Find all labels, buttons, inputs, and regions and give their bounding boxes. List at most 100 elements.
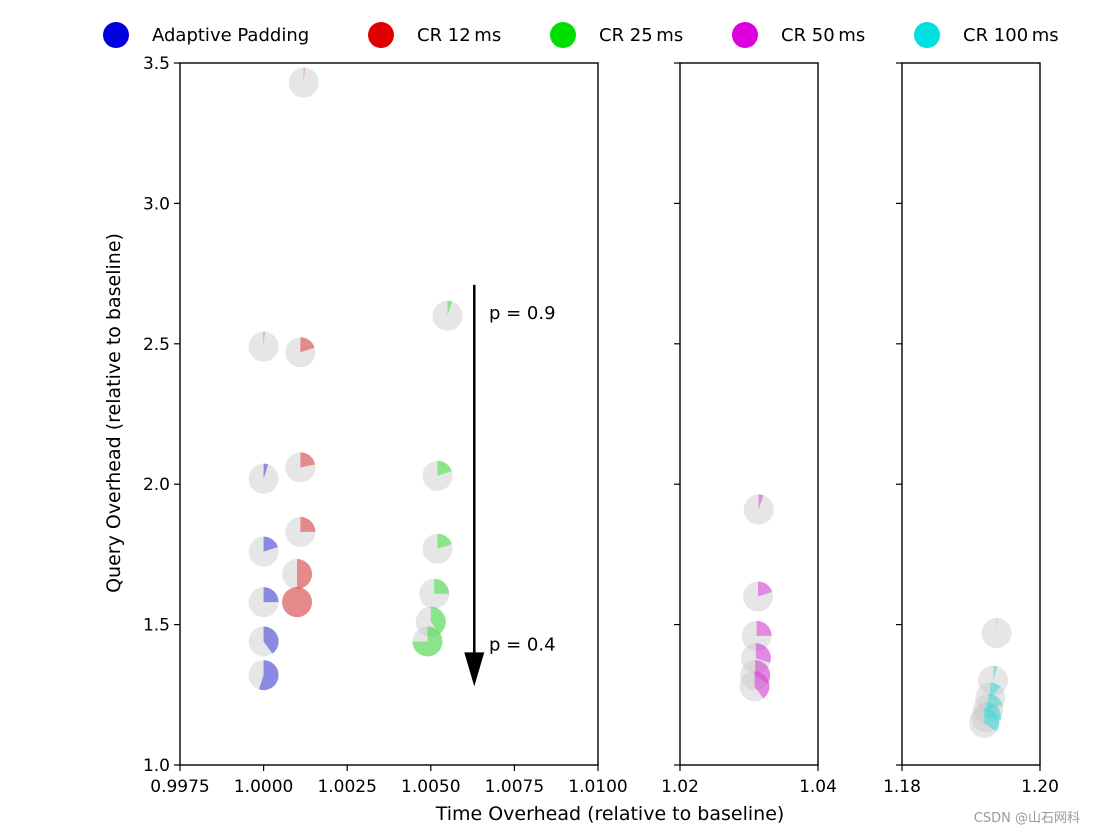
point-background bbox=[285, 452, 316, 483]
point-wedge bbox=[757, 581, 773, 597]
x-tick-label: 1.0025 bbox=[317, 777, 376, 797]
point-background bbox=[288, 67, 319, 98]
y-tick-label: 3.0 bbox=[143, 194, 170, 214]
data-point bbox=[422, 533, 453, 564]
x-tick-label: 1.20 bbox=[1021, 777, 1059, 797]
point-background bbox=[285, 516, 316, 547]
point-wedge bbox=[430, 606, 446, 634]
point-background bbox=[412, 626, 443, 657]
point-wedge bbox=[303, 67, 305, 83]
data-point bbox=[248, 463, 279, 494]
point-background bbox=[981, 618, 1012, 649]
x-tick-label: 1.0000 bbox=[234, 777, 293, 797]
x-tick-label: 0.9975 bbox=[150, 777, 209, 797]
data-point bbox=[285, 452, 316, 483]
point-wedge bbox=[756, 620, 772, 636]
x-tick-label: 1.0050 bbox=[401, 777, 460, 797]
data-point bbox=[248, 536, 279, 567]
y-tick-label: 2.5 bbox=[143, 335, 170, 355]
panel-3: 1.18 1.20 bbox=[883, 62, 1059, 797]
data-point bbox=[971, 702, 1002, 733]
legend-marker bbox=[732, 22, 758, 48]
point-wedge bbox=[434, 578, 450, 594]
data-point bbox=[978, 665, 1009, 696]
point-background bbox=[969, 707, 1000, 738]
point-background bbox=[248, 626, 279, 657]
point-background bbox=[248, 536, 279, 567]
legend-label: Adaptive Padding bbox=[152, 25, 309, 46]
point-wedge bbox=[986, 702, 1002, 721]
point-wedge bbox=[258, 660, 279, 691]
point-wedge bbox=[993, 665, 998, 681]
point-wedge bbox=[996, 618, 998, 634]
legend-marker bbox=[914, 22, 940, 48]
point-background bbox=[282, 587, 313, 618]
point-background bbox=[422, 460, 453, 491]
axes-frame bbox=[679, 62, 819, 766]
y-tick-label: 3.5 bbox=[143, 54, 170, 74]
point-wedge bbox=[412, 626, 443, 657]
annotation: p = 0.9 bbox=[489, 303, 556, 324]
point-wedge bbox=[437, 533, 452, 549]
point-wedge bbox=[297, 559, 313, 590]
point-wedge bbox=[300, 516, 316, 532]
legend-label: CR 12 ms bbox=[417, 25, 501, 46]
data-point bbox=[422, 460, 453, 491]
arrow-head bbox=[464, 652, 485, 687]
point-background bbox=[248, 660, 279, 691]
point-background bbox=[432, 300, 463, 331]
point-background bbox=[282, 559, 313, 590]
point-background bbox=[248, 587, 279, 618]
point-wedge bbox=[263, 536, 278, 552]
point-fill bbox=[282, 587, 313, 618]
axes-frame bbox=[901, 62, 1041, 766]
point-wedge bbox=[263, 331, 265, 347]
point-background bbox=[285, 337, 316, 368]
data-point bbox=[248, 626, 279, 657]
x-tick-label: 1.18 bbox=[883, 777, 921, 797]
data-point bbox=[248, 587, 279, 618]
data-point bbox=[288, 67, 319, 98]
data-point bbox=[739, 671, 770, 702]
point-background bbox=[978, 665, 1009, 696]
point-background bbox=[740, 660, 771, 691]
data-point bbox=[973, 693, 1004, 724]
legend-marker bbox=[103, 22, 129, 48]
point-background bbox=[740, 643, 771, 674]
point-background bbox=[248, 331, 279, 362]
point-wedge bbox=[263, 626, 279, 654]
legend: Adaptive Padding CR 12 ms CR 25 ms CR 50 ms… bbox=[103, 22, 1059, 48]
data-point bbox=[282, 559, 313, 590]
x-tick-label: 1.0100 bbox=[568, 777, 627, 797]
data-point bbox=[740, 643, 771, 674]
point-wedge bbox=[990, 682, 1001, 698]
data-point bbox=[415, 606, 446, 637]
data-point bbox=[285, 337, 316, 368]
data-point bbox=[743, 494, 774, 525]
legend-label: CR 25 ms bbox=[599, 25, 683, 46]
panel-2: 1.02 1.04 bbox=[661, 62, 837, 797]
data-point bbox=[285, 516, 316, 547]
point-wedge bbox=[447, 300, 453, 316]
axes-frame bbox=[179, 62, 599, 766]
legend-marker bbox=[368, 22, 394, 48]
point-wedge bbox=[755, 643, 771, 663]
x-tick-label: 1.0075 bbox=[485, 777, 544, 797]
point-wedge bbox=[758, 494, 764, 510]
annotation: p = 0.4 bbox=[489, 634, 556, 655]
point-background bbox=[742, 581, 773, 612]
chart-panels: 1.0 1.5 2.0 2.5 3.0 3.5 0.9975 1.0000 1.0025 1.00… bbox=[143, 54, 1059, 797]
point-background bbox=[975, 682, 1006, 713]
point-wedge bbox=[754, 671, 770, 699]
y-tick-label: 1.5 bbox=[143, 616, 170, 636]
legend-label: CR 100 ms bbox=[963, 25, 1059, 46]
x-tick-label: 1.04 bbox=[799, 777, 837, 797]
data-point bbox=[419, 578, 450, 609]
point-background bbox=[743, 494, 774, 525]
point-wedge bbox=[263, 463, 269, 479]
data-point bbox=[248, 331, 279, 362]
legend-marker bbox=[550, 22, 576, 48]
data-point bbox=[975, 682, 1006, 713]
y-tick-label: 2.0 bbox=[143, 475, 170, 495]
data-point bbox=[740, 660, 771, 691]
